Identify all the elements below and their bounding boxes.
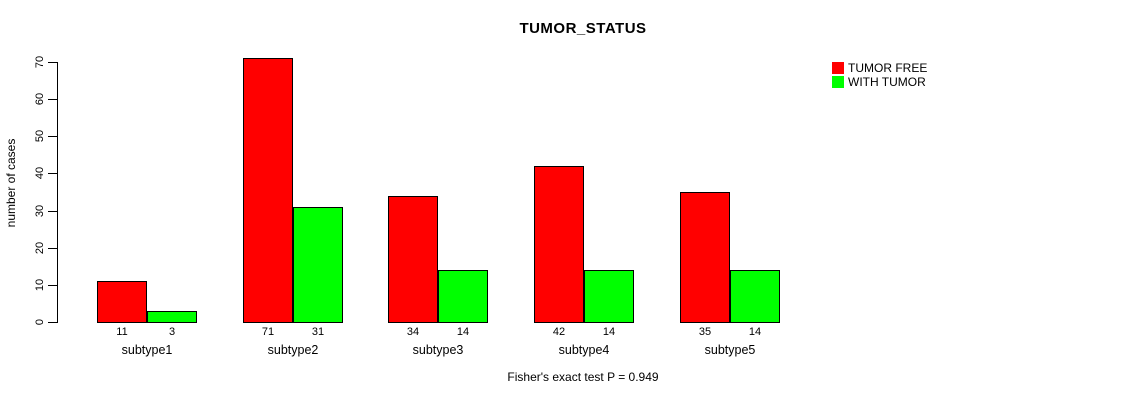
bar [730, 270, 780, 323]
bar [293, 207, 343, 323]
legend-label: WITH TUMOR [848, 75, 926, 89]
y-tick-mark [48, 62, 58, 63]
y-tick-mark [48, 285, 58, 286]
y-tick-mark [48, 136, 58, 137]
y-tick-mark [48, 211, 58, 212]
bar [438, 270, 488, 323]
y-tick-label: 40 [34, 166, 46, 180]
y-tick-mark [48, 173, 58, 174]
bar-value-label: 3 [168, 326, 176, 338]
bar [147, 311, 197, 323]
y-tick-label: 60 [34, 92, 46, 106]
y-tick-label: 20 [34, 241, 46, 255]
bar [243, 58, 293, 323]
x-category-label: subtype4 [558, 343, 610, 357]
x-category-label: subtype2 [267, 343, 319, 357]
y-tick-mark [48, 248, 58, 249]
y-tick-label: 0 [34, 318, 46, 326]
bar-value-label: 11 [116, 326, 128, 338]
bar-value-label: 42 [552, 326, 566, 338]
bar-value-label: 35 [698, 326, 712, 338]
bar [584, 270, 634, 323]
bar [388, 196, 438, 323]
stat-test-caption: Fisher's exact test P = 0.949 [507, 370, 659, 384]
bar-value-label: 14 [456, 326, 470, 338]
x-category-label: subtype5 [704, 343, 756, 357]
bar-value-label: 71 [261, 326, 275, 338]
y-tick-label: 30 [34, 204, 46, 218]
x-category-label: subtype3 [412, 343, 464, 357]
legend-swatch [832, 76, 844, 88]
bar [680, 192, 730, 323]
y-tick-label: 50 [34, 129, 46, 143]
x-category-label: subtype1 [121, 343, 173, 357]
y-tick-label: 70 [34, 55, 46, 69]
y-tick-label: 10 [34, 278, 46, 292]
legend-swatch [832, 62, 844, 74]
bar-value-label: 34 [406, 326, 420, 338]
chart-title: TUMOR_STATUS [519, 20, 647, 37]
y-tick-mark [48, 322, 58, 323]
bar-value-label: 14 [748, 326, 762, 338]
bar-value-label: 31 [311, 326, 325, 338]
y-axis-line [57, 62, 58, 323]
legend-label: TUMOR FREE [848, 61, 928, 75]
bar-value-label: 14 [602, 326, 616, 338]
bar [534, 166, 584, 323]
y-axis-label: number of cases [4, 138, 18, 228]
y-tick-mark [48, 99, 58, 100]
bar [97, 281, 147, 323]
